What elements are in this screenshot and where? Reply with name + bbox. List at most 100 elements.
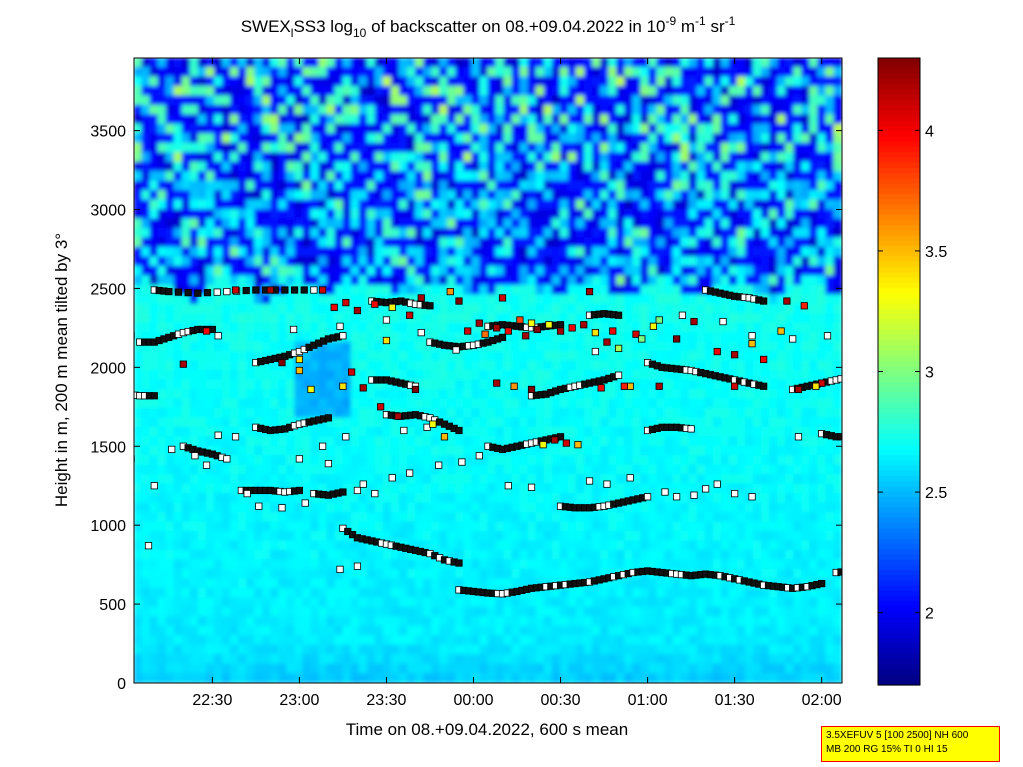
colorbar-segment — [878, 664, 920, 670]
colorbar-segment — [878, 423, 920, 430]
marker-point — [713, 480, 721, 488]
marker-point — [574, 441, 582, 449]
marker-point — [336, 322, 344, 330]
marker-point — [134, 332, 135, 340]
marker-point — [964, 564, 970, 570]
colorbar-segment — [878, 523, 920, 529]
y-tick-label: 1500 — [90, 439, 126, 456]
marker-point — [988, 297, 994, 303]
marker-point — [760, 355, 768, 364]
marker-point — [603, 480, 611, 488]
marker-point — [731, 351, 739, 359]
colorbar-segment — [878, 653, 920, 660]
colorbar-segment — [878, 219, 920, 226]
marker-point — [426, 302, 434, 310]
marker-point — [872, 570, 878, 576]
colorbar-segment — [878, 570, 920, 576]
colorbar-segment — [878, 627, 920, 634]
plot-frame — [133, 57, 843, 684]
marker-point — [213, 288, 221, 296]
marker-point — [968, 564, 974, 570]
marker-point — [348, 368, 356, 376]
marker-point — [144, 542, 153, 550]
marker-point — [289, 325, 298, 334]
marker-point — [452, 346, 460, 354]
marker-point — [353, 306, 362, 315]
marker-point — [231, 433, 240, 441]
colorbar-segment — [878, 120, 920, 127]
marker-point — [223, 287, 231, 296]
marker-point — [789, 335, 797, 343]
marker-point — [954, 347, 960, 353]
colorbar-tick-label: 2 — [925, 606, 934, 623]
y-tick-label: 2000 — [90, 360, 126, 377]
marker-point — [417, 294, 425, 302]
marker-point — [278, 504, 286, 512]
colorbar — [877, 57, 921, 686]
marker-point — [382, 336, 391, 345]
colorbar-axis: 2 2.5 3 3.5 4 — [878, 123, 947, 623]
marker-point — [339, 332, 347, 340]
marker-point — [371, 300, 379, 308]
marker-point — [969, 427, 975, 433]
marker-point — [324, 414, 333, 422]
settings-info-box: 3.5XEFUV 5 [100 2500] NH 600 MB 200 RG 1… — [821, 726, 1000, 762]
marker-point — [978, 340, 984, 346]
colorbar-segment — [878, 115, 920, 122]
colorbar-segment — [878, 512, 920, 519]
marker-point — [429, 420, 437, 428]
colorbar-segment — [878, 58, 920, 64]
y-tick-label: 1000 — [90, 518, 126, 535]
marker-point — [122, 391, 128, 397]
marker-point — [481, 330, 489, 338]
colorbar-segment — [878, 308, 920, 315]
colorbar-segment — [878, 387, 920, 393]
colorbar-segment — [878, 267, 920, 273]
marker-point — [295, 455, 303, 463]
marker-point — [231, 286, 240, 294]
marker-point — [150, 482, 158, 490]
colorbar-segment — [878, 204, 920, 211]
marker-point — [837, 375, 842, 383]
marker-point — [551, 436, 559, 444]
colorbar-segment — [878, 376, 920, 383]
colorbar-segment — [878, 324, 920, 331]
marker-point — [935, 352, 941, 358]
marker-point — [1010, 430, 1016, 436]
marker-point — [359, 384, 367, 392]
colorbar-segment — [878, 371, 920, 378]
colorbar-segment — [878, 251, 920, 258]
colorbar-segment — [878, 209, 920, 216]
marker-point — [837, 568, 842, 576]
marker-point — [1016, 356, 1022, 362]
colorbar-segment — [878, 679, 920, 686]
marker-point — [731, 382, 739, 390]
colorbar-tick-label: 4 — [925, 123, 934, 140]
x-tick-label: 01:30 — [715, 692, 755, 709]
y-tick-label: 3000 — [90, 203, 126, 220]
marker-point — [661, 488, 669, 496]
marker-point — [731, 490, 739, 498]
marker-point — [319, 442, 327, 450]
marker-point — [150, 392, 158, 400]
marker-point — [342, 299, 350, 307]
colorbar-segment — [878, 188, 920, 195]
marker-point — [353, 486, 362, 495]
marker-point — [112, 390, 118, 396]
marker-point — [406, 311, 414, 319]
marker-point — [843, 568, 849, 574]
colorbar-segment — [878, 235, 920, 242]
marker-point — [504, 327, 512, 335]
marker-point — [939, 566, 945, 572]
marker-point — [98, 388, 104, 394]
x-tick-label: 00:00 — [453, 692, 493, 709]
marker-point — [504, 482, 512, 490]
marker-point — [400, 426, 408, 435]
marker-point — [678, 311, 687, 319]
colorbar-segment — [878, 199, 920, 205]
marker-point — [988, 337, 994, 343]
marker-point — [99, 506, 105, 512]
colorbar-segment — [878, 632, 920, 639]
colorbar-segment — [878, 293, 920, 299]
marker-point — [853, 352, 859, 358]
